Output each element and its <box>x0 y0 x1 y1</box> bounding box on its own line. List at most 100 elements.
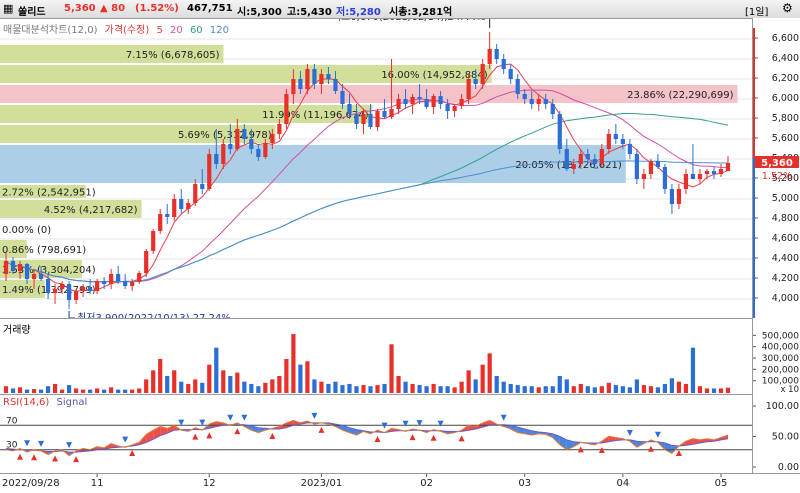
volume-profile-bar <box>0 185 86 198</box>
candle-body <box>620 139 625 144</box>
low-price: 저:5,280 <box>336 7 381 18</box>
candle-body <box>501 59 506 69</box>
candle-body <box>172 199 177 217</box>
settings-gear-icon[interactable]: ⚙ <box>782 1 793 15</box>
candle-body <box>137 273 142 282</box>
candle-body <box>214 154 219 164</box>
stock-name[interactable]: 쏠리드 <box>18 7 46 18</box>
volume-bar <box>571 386 576 393</box>
volume-bar <box>704 388 710 393</box>
rsi-axis: 100.00 50.00 0.00 <box>752 394 800 473</box>
rsi-sell-arrow <box>241 414 248 421</box>
rsi-sell-arrow <box>626 429 633 436</box>
chart-menu-icon[interactable]: ▦ <box>3 2 14 15</box>
volume-bar <box>557 376 562 393</box>
rsi-legend: RSI(14,6) Signal <box>3 397 87 408</box>
ma5-legend: 5 <box>156 25 163 36</box>
volume-bar <box>711 388 717 393</box>
candle-body <box>17 264 23 271</box>
volume-profile-label: 5.69% (5,312,978) <box>178 130 272 141</box>
candle-body <box>375 111 380 127</box>
volume-profile-label: 2.72% (2,542,951) <box>2 188 96 199</box>
candle-body <box>557 114 562 149</box>
volume-bar <box>690 347 696 393</box>
ma60-legend: 60 <box>189 25 203 36</box>
rsi-fill <box>636 441 644 448</box>
rsi-sell-arrow <box>654 431 661 438</box>
volume-bar <box>627 387 632 393</box>
volume-bar <box>508 383 513 393</box>
candle-body <box>564 149 569 169</box>
volume-bar <box>676 381 682 393</box>
volume-profile-label: 11.99% (11,196,674) <box>262 110 368 121</box>
candle-body <box>508 69 513 79</box>
candle-body <box>529 99 534 104</box>
price-tick-label: 6,600 <box>772 33 799 44</box>
rsi-buy-arrow <box>192 433 199 440</box>
rsi-buy-arrow <box>129 450 136 457</box>
candle-body <box>445 104 450 111</box>
candle-body <box>431 96 436 107</box>
candle-body <box>424 99 429 107</box>
candle-body <box>123 281 128 286</box>
volume-bar <box>410 383 415 393</box>
volume-bar <box>347 383 352 393</box>
volume-bar <box>529 386 534 393</box>
candle-body <box>669 189 675 204</box>
period-selector[interactable]: [1일] <box>745 7 769 18</box>
candle-body <box>347 104 352 114</box>
price-tick-label: 5,600 <box>772 133 799 144</box>
volume-bar <box>109 387 114 393</box>
date-tick-label: 2022/09/28 <box>2 478 60 489</box>
candle-body <box>242 129 247 139</box>
price-tick-label: 6,200 <box>772 73 799 84</box>
volume-profile-bar <box>0 280 45 298</box>
candle-body <box>249 139 254 149</box>
candle-body <box>438 96 443 104</box>
low-annotation-arrow <box>68 311 76 319</box>
market-cap: 시총:3,281억 <box>389 7 453 18</box>
volume-bar <box>277 376 282 393</box>
candle-body <box>277 124 282 134</box>
volume-profile-bar <box>0 45 224 63</box>
rsi-fill <box>258 427 266 433</box>
rsi-sell-arrow <box>24 440 31 447</box>
volume-bar <box>662 383 668 393</box>
price-legend: 매물대분석차트(12,0) 가격(수정) 5 20 60 120 <box>3 21 229 36</box>
volume-tick-label: 300,000 <box>762 354 799 364</box>
candle-body <box>417 97 422 99</box>
candle-body <box>550 104 555 114</box>
price-change-pct: (1.52%) <box>135 3 179 14</box>
volume-profile-bar <box>0 105 373 123</box>
rsi-buy-arrow <box>430 434 437 441</box>
volume-value: 467,751 <box>187 3 233 14</box>
rsi-panel[interactable]: 70 30 RSI(14,6) Signal <box>0 394 752 474</box>
candle-body <box>305 69 310 89</box>
volume-bar <box>634 379 639 393</box>
candle-body <box>704 171 710 174</box>
candle-body <box>193 184 198 203</box>
volume-profile-label: 23.86% (22,290,699) <box>627 90 733 101</box>
ma120-legend: 120 <box>209 25 229 36</box>
current-pct-label: 1.52% <box>762 171 792 182</box>
rsi-tick-label: 0.00 <box>778 462 799 473</box>
candle-body <box>480 64 485 84</box>
candle-body <box>326 74 331 79</box>
volume-bar <box>66 385 72 393</box>
volume-bar <box>88 389 93 393</box>
candle-body <box>45 279 51 293</box>
volume-bar <box>613 385 618 393</box>
volume-bar <box>389 344 394 393</box>
volume-profile-bar <box>0 240 27 258</box>
volume-bar <box>361 385 366 393</box>
volume-panel[interactable]: 거래량 <box>0 318 752 395</box>
price-panel[interactable]: 7.15% (6,678,605) 16.00% (14,952,884) 23.8… <box>0 11 752 324</box>
candle-body <box>88 287 93 291</box>
volume-bar <box>249 383 254 393</box>
volume-bar <box>144 379 149 393</box>
volume-bar <box>578 383 583 393</box>
volume-bar <box>396 376 401 393</box>
volume-tick-label: 200,000 <box>762 365 799 375</box>
volume-bar <box>515 385 520 393</box>
rsi-sell-arrow <box>199 419 206 426</box>
